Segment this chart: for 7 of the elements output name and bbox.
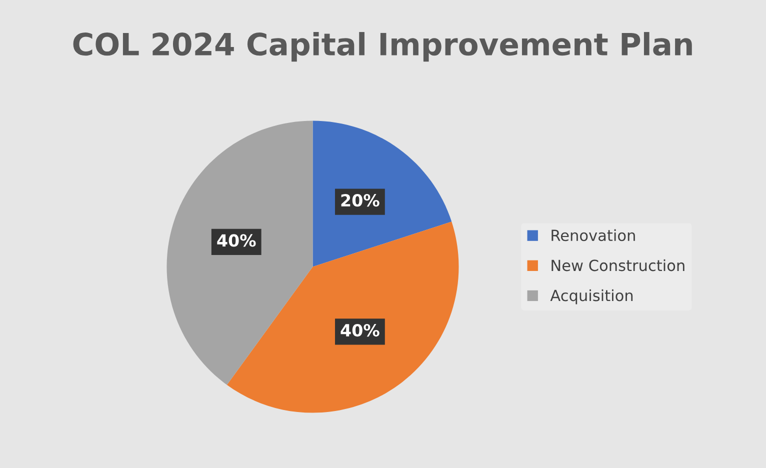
legend-label: Renovation	[552, 229, 635, 242]
legend-label: Acquisition	[550, 289, 633, 304]
chart-title: COL 2024 Capital Improvement Plan	[73, 32, 692, 62]
data-label: 20%	[341, 194, 380, 207]
legend-label: New Construction	[552, 259, 684, 272]
data-label: 40%	[340, 324, 380, 337]
data-label: 40%	[217, 234, 256, 247]
